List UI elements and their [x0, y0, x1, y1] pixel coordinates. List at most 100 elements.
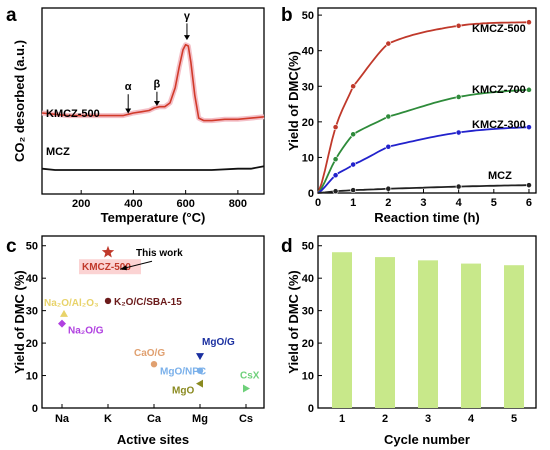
panel-c-points: KMCZ-500 K₂O/C/SBA-15 Na₂O/Al₂O₃ Na₂O/G CaO/…: [44, 245, 260, 397]
data-point: [455, 129, 462, 136]
x-tick-label: 200: [72, 198, 90, 210]
panel-c-y-axis-label: Yield of DMC (%): [12, 270, 27, 374]
y-tick-label: 0: [32, 403, 38, 415]
series-label: MCZ: [488, 170, 512, 182]
panel-a-series: [41, 42, 265, 171]
marker-triangle-down: [196, 353, 204, 361]
y-tick-label: 40: [302, 46, 314, 58]
panel-a-label: a: [6, 5, 17, 26]
series-line-kmcz-500: [41, 43, 265, 122]
y-tick-label: 0: [308, 403, 314, 415]
data-point: [385, 113, 392, 120]
panel-b-ticks: 0 1 2 3 4 5 6 0 10 20 30 40 50: [302, 10, 532, 209]
peak-arrow-head: [153, 100, 160, 106]
data-point: [350, 161, 357, 168]
x-tick-label: K: [104, 413, 112, 425]
highlight-box: [79, 259, 141, 275]
y-tick-label: 50: [302, 10, 314, 22]
series-label: KMCZ-700: [472, 84, 526, 96]
data-point: [526, 19, 532, 26]
panel-b-frame: [317, 7, 537, 194]
panel-a-x-axis-label: Temperature (°C): [101, 210, 206, 225]
marker-star: [101, 245, 115, 258]
marker-triangle-up: [60, 309, 68, 317]
x-tick-label: 400: [124, 198, 142, 210]
data-point: [526, 124, 532, 131]
y-tick-label: 30: [302, 306, 314, 318]
data-point: [526, 86, 532, 93]
data-point: [350, 131, 357, 138]
panel-c-x-axis-label: Active sites: [117, 432, 189, 447]
point-label: K₂O/C/SBA-15: [114, 297, 182, 308]
x-tick-label: 5: [491, 197, 497, 209]
y-tick-label: 50: [26, 241, 38, 253]
y-tick-label: 20: [26, 338, 38, 350]
data-point: [332, 156, 339, 163]
peak-arrow-head: [183, 35, 190, 41]
y-tick-label: 30: [26, 306, 38, 318]
y-tick-label: 10: [302, 152, 314, 164]
panel-c-frame: [41, 235, 265, 409]
point-label: Na₂O/Al₂O₃: [44, 298, 99, 309]
bar-cycle-1: [332, 252, 352, 408]
point-label: CsX: [240, 371, 260, 382]
panel-a-series-label-mcz: MCZ: [46, 146, 70, 158]
series-label: KMCZ-300: [472, 119, 526, 131]
point-label: Na₂O/G: [68, 326, 104, 337]
data-point: [350, 83, 357, 90]
panel-a-series-label-kmcz500: KMCZ-500: [46, 108, 100, 120]
peak-label: γ: [184, 10, 191, 22]
point-label: MgO/NPC: [160, 367, 206, 378]
panel-a-x-ticks: 200 400 600 800: [72, 190, 247, 210]
bar-cycle-2: [375, 257, 395, 408]
data-point: [385, 185, 392, 192]
panel-c-ticks: Na K Ca Mg Cs 0 10 20 30 40 50: [26, 241, 253, 425]
panel-a: a 200 400 600 800 α β γ KMCZ-500 MCZ Temperat…: [6, 5, 265, 225]
x-tick-label: 600: [176, 198, 194, 210]
y-tick-label: 30: [302, 81, 314, 93]
y-tick-label: 20: [302, 338, 314, 350]
x-tick-label: 2: [385, 197, 391, 209]
x-tick-label: 800: [229, 198, 247, 210]
marker-triangle-left: [196, 379, 203, 388]
bar-cycle-3: [418, 260, 438, 408]
x-tick-label: 2: [382, 413, 388, 425]
x-tick-label: Cs: [239, 413, 253, 425]
peak-label: α: [125, 81, 132, 93]
series-label: KMCZ-500: [472, 23, 526, 35]
x-tick-label: 6: [526, 197, 532, 209]
marker-circle: [150, 360, 158, 368]
panel-b-label: b: [281, 5, 293, 26]
y-tick-label: 10: [26, 371, 38, 383]
data-point: [332, 172, 339, 179]
panel-a-y-axis-label: CO₂ desorbed (a.u.): [12, 40, 27, 162]
panel-d-label: d: [281, 236, 293, 257]
data-point: [455, 183, 462, 190]
marker-circle: [104, 297, 112, 305]
panel-d-y-axis-label: Yield of DMC (%): [286, 270, 301, 374]
x-tick-label: 1: [339, 413, 345, 425]
data-point: [526, 182, 532, 189]
panel-d-bars: [332, 252, 524, 408]
point-label: KMCZ-500: [82, 262, 131, 273]
data-point: [332, 188, 339, 195]
panel-c-label: c: [6, 236, 17, 257]
panel-b-x-axis-label: Reaction time (h): [374, 210, 479, 225]
fit-curve-kmcz-300: [317, 126, 530, 194]
peak-label: β: [154, 79, 161, 91]
panel-c: c Na K Ca Mg Cs 0 10 20 30 40 50 KMCZ-500 K₂O/C/SBA…: [6, 235, 265, 447]
x-tick-label: Ca: [147, 413, 162, 425]
panel-a-peak-annotations: α β γ: [125, 10, 191, 114]
y-tick-label: 0: [308, 188, 314, 200]
x-tick-label: 3: [420, 197, 426, 209]
data-point: [350, 187, 357, 194]
this-work-label: This work: [136, 248, 183, 259]
panel-d-x-axis-label: Cycle number: [384, 432, 470, 447]
y-tick-label: 10: [302, 371, 314, 383]
data-point: [332, 124, 339, 131]
data-point: [385, 40, 392, 47]
this-work-arrow-head: [120, 265, 127, 271]
